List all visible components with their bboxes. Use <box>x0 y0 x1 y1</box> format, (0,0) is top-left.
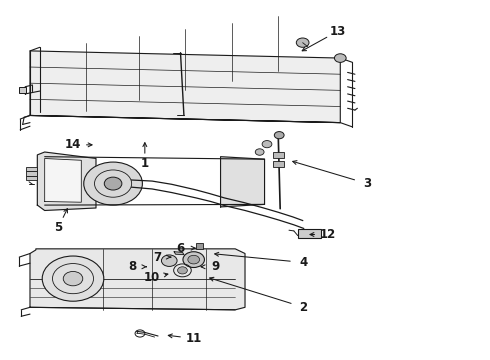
Bar <box>196 243 203 249</box>
Bar <box>26 176 37 180</box>
Circle shape <box>42 256 104 301</box>
Text: 13: 13 <box>330 25 346 38</box>
Text: 4: 4 <box>299 256 308 269</box>
Bar <box>273 161 284 167</box>
Polygon shape <box>30 249 245 310</box>
Polygon shape <box>174 252 184 255</box>
Circle shape <box>296 38 309 47</box>
Polygon shape <box>37 152 96 211</box>
Polygon shape <box>45 158 81 202</box>
Text: 10: 10 <box>144 271 160 284</box>
Bar <box>19 87 26 93</box>
Polygon shape <box>220 157 265 207</box>
Text: 5: 5 <box>54 221 63 234</box>
Text: 2: 2 <box>299 301 308 314</box>
Text: 8: 8 <box>128 260 137 273</box>
Polygon shape <box>30 116 340 123</box>
Circle shape <box>188 255 199 264</box>
Text: 1: 1 <box>141 157 149 170</box>
Bar <box>273 152 284 158</box>
Circle shape <box>262 140 272 148</box>
Text: 3: 3 <box>363 177 371 190</box>
Bar <box>26 171 37 176</box>
Text: 7: 7 <box>153 251 161 264</box>
Circle shape <box>183 252 204 267</box>
Text: 9: 9 <box>212 260 220 273</box>
Circle shape <box>274 132 284 139</box>
Bar <box>298 229 321 238</box>
Circle shape <box>334 54 346 62</box>
Text: 14: 14 <box>65 138 81 151</box>
Circle shape <box>177 267 187 274</box>
Polygon shape <box>30 51 340 123</box>
Circle shape <box>84 162 143 205</box>
Circle shape <box>104 177 122 190</box>
Circle shape <box>63 271 83 286</box>
Text: 6: 6 <box>176 242 185 255</box>
Text: 11: 11 <box>186 332 202 345</box>
Circle shape <box>255 149 264 155</box>
Text: 12: 12 <box>320 228 336 241</box>
Circle shape <box>161 255 177 266</box>
Bar <box>26 167 37 171</box>
